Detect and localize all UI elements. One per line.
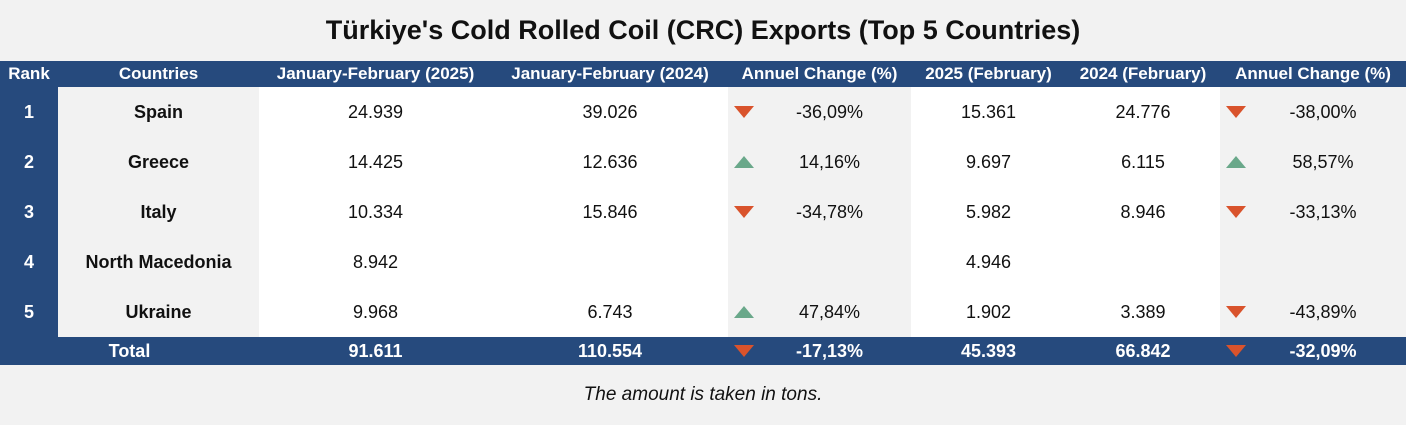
triangle-down-icon [734, 106, 754, 118]
feb2025-cell: 5.982 [911, 187, 1066, 237]
rank-cell: 5 [0, 287, 58, 337]
feb2024-cell: 66.842 [1066, 337, 1220, 365]
jf2025-cell: 9.968 [259, 287, 492, 337]
exports-table: Rank Countries January-February (2025) Janu… [0, 61, 1406, 365]
triangle-up-icon [734, 156, 754, 168]
triangle-down-icon [734, 206, 754, 218]
change-cell: -33,13% [1220, 187, 1406, 237]
jf2024-cell: 12.636 [492, 137, 728, 187]
column-header: January-February (2025) [259, 61, 492, 87]
jf2025-cell: 8.942 [259, 237, 492, 287]
triangle-down-icon [1226, 206, 1246, 218]
change-value: -36,09% [795, 101, 864, 122]
rank-cell: 4 [0, 237, 58, 287]
jf2025-cell: 24.939 [259, 87, 492, 137]
change-value: 14,16% [798, 151, 861, 172]
feb2025-cell: 9.697 [911, 137, 1066, 187]
total-row: Total 91.611 110.554 -17,13% 45.393 66.842 -32… [0, 337, 1406, 365]
change-value: 58,57% [1292, 151, 1354, 172]
column-header: Annuel Change (%) [728, 61, 911, 87]
jf2024-cell: 6.743 [492, 287, 728, 337]
rank-cell: 2 [0, 137, 58, 187]
feb2024-cell: 6.115 [1066, 137, 1220, 187]
jf2025-cell: 14.425 [259, 137, 492, 187]
footnote: The amount is taken in tons. [583, 384, 823, 405]
change-value: -17,13% [795, 340, 864, 361]
change-value: -32,09% [1289, 340, 1357, 361]
jf2024-cell: 15.846 [492, 187, 728, 237]
feb2025-cell: 15.361 [911, 87, 1066, 137]
rank-cell: 1 [0, 87, 58, 137]
feb2024-cell: 8.946 [1066, 187, 1220, 237]
change-cell [728, 237, 911, 287]
column-header: 2024 (February) [1066, 61, 1220, 87]
change-cell: -36,09% [728, 87, 911, 137]
feb2025-cell: 4.946 [911, 237, 1066, 287]
jf2024-cell: 110.554 [492, 337, 728, 365]
change-value: -38,00% [1289, 101, 1357, 122]
jf2024-cell: 39.026 [492, 87, 728, 137]
table-row: 3 Italy 10.334 15.846 -34,78% 5.982 8.946 -33,1… [0, 187, 1406, 237]
change-cell: 14,16% [728, 137, 911, 187]
feb2024-cell: 3.389 [1066, 287, 1220, 337]
change-cell: -38,00% [1220, 87, 1406, 137]
column-header: 2025 (February) [911, 61, 1066, 87]
triangle-down-icon [1226, 306, 1246, 318]
triangle-down-icon [734, 345, 754, 357]
triangle-up-icon [734, 306, 754, 318]
total-label: Total [0, 337, 259, 365]
change-value: -34,78% [795, 201, 864, 222]
change-value: -33,13% [1289, 201, 1357, 222]
country-cell: Italy [58, 187, 259, 237]
triangle-down-icon [1226, 106, 1246, 118]
change-cell: -17,13% [728, 337, 911, 365]
country-cell: Ukraine [58, 287, 259, 337]
country-cell: North Macedonia [58, 237, 259, 287]
table-row: 1 Spain 24.939 39.026 -36,09% 15.361 24.776 -38… [0, 87, 1406, 137]
table-row: 4 North Macedonia 8.942 4.946 [0, 237, 1406, 287]
change-cell: 47,84% [728, 287, 911, 337]
change-value: -43,89% [1289, 301, 1357, 322]
change-cell: -34,78% [728, 187, 911, 237]
feb2024-cell [1066, 237, 1220, 287]
jf2025-cell: 10.334 [259, 187, 492, 237]
change-cell [1220, 237, 1406, 287]
triangle-up-icon [1226, 156, 1246, 168]
rank-cell: 3 [0, 187, 58, 237]
column-header: Annuel Change (%) [1220, 61, 1406, 87]
triangle-down-icon [1226, 345, 1246, 357]
feb2025-cell: 1.902 [911, 287, 1066, 337]
table-row: 2 Greece 14.425 12.636 14,16% 9.697 6.115 58,57… [0, 137, 1406, 187]
feb2024-cell: 24.776 [1066, 87, 1220, 137]
change-cell: 58,57% [1220, 137, 1406, 187]
table-title: Türkiye's Cold Rolled Coil (CRC) Exports… [325, 15, 1081, 45]
jf2024-cell [492, 237, 728, 287]
column-header: Rank [0, 61, 58, 87]
country-cell: Spain [58, 87, 259, 137]
change-cell: -43,89% [1220, 287, 1406, 337]
change-value: 47,84% [798, 301, 861, 322]
feb2025-cell: 45.393 [911, 337, 1066, 365]
country-cell: Greece [58, 137, 259, 187]
column-header: Countries [58, 61, 259, 87]
column-header: January-February (2024) [492, 61, 728, 87]
change-cell: -32,09% [1220, 337, 1406, 365]
table-row: 5 Ukraine 9.968 6.743 47,84% 1.902 3.389 -43,89… [0, 287, 1406, 337]
jf2025-cell: 91.611 [259, 337, 492, 365]
